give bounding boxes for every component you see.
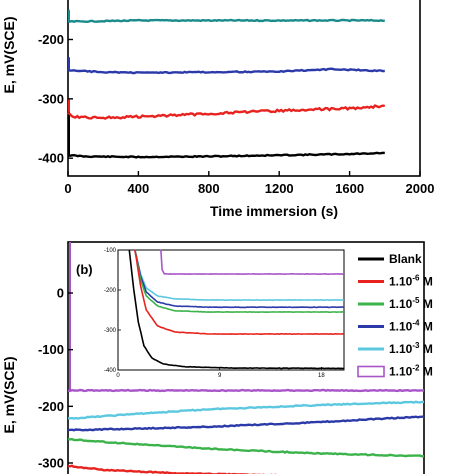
inset-x-tick-label: 0 [116,373,120,379]
inset-x-tick-label: 9 [218,373,222,379]
panel-a-series-4 [67,18,386,24]
panel-a-y-tick-label: -200 [38,32,64,47]
inset-y-tick-label: -400 [104,368,117,374]
panel-a-y-tick-label: -400 [38,151,64,166]
panel-b-legend: Blank 1.10-6 M 1.10-5 M 1.10-4 M 1.10-3 M 1.1… [357,252,433,379]
inset-series-5 [134,249,345,336]
panel-b-y-tick-label: 0 [57,286,64,301]
inset-series-1 [160,249,345,276]
legend-entry: 1.10-4 M [389,319,433,334]
panel-a-x-axis-title: Time immersion (s) [210,203,338,219]
panel-b-label: (b) [76,262,93,277]
panel-b: 0 -100 -200 -300 E, mV(SCE) (b) -100 -200 -30… [1,241,433,474]
panel-a-x-tick-label: 0 [64,181,71,196]
inset-y-tick-label: -200 [104,288,117,294]
legend-entry: 1.10-5 M [389,296,433,311]
legend-entry: 1.10-2 M [389,364,433,379]
inset-series-3 [134,249,345,309]
inset-x-tick-label: 18 [318,373,325,379]
panel-a-x-tick-label: 1600 [335,181,364,196]
panel-b-series-5 [67,464,298,474]
panel-a-series-2 [67,104,386,120]
panel-a-series-1 [67,151,385,159]
legend-entry: 1.10-6 M [389,274,433,289]
panel-a-y-tick-label: -300 [38,91,64,106]
inset-series-4 [134,249,345,314]
panel-b-series-1 [67,388,425,393]
legend-swatch [357,365,385,378]
panel-b-series-4 [67,437,425,458]
legend-entry: Blank [389,252,422,266]
panel-a-x-tick-label: 1200 [265,181,294,196]
panel-b-inset: -100 -200 -300 -400 0 9 18 [104,248,345,379]
panel-b-series-2 [68,400,425,420]
panel-b-plot-frame [67,241,425,474]
panel-a-y-axis-title: E, mV(SCE) [1,16,17,93]
legend-entry: 1.10-3 M [389,341,433,356]
panel-b-y-tick-label: -300 [38,456,64,471]
panel-a-x-tick-label: 2000 [406,181,435,196]
panel-b-y-tick-label: -200 [38,399,64,414]
panel-a-series-3 [67,67,385,75]
inset-series-6 [128,250,345,370]
inset-series-2 [134,249,345,302]
panel-b-series-3 [68,415,425,432]
inset-y-tick-label: -100 [104,248,117,254]
panel-a-plot-frame [67,0,421,177]
panel-a-x-tick-label: 400 [128,181,150,196]
inset-y-tick-label: -300 [104,328,117,334]
panel-a-x-tick-label: 800 [198,181,220,196]
inset-plot-frame [117,249,345,371]
panel-b-y-tick-label: -100 [38,342,64,357]
panel-b-y-axis-title: E, mV(SCE) [1,356,17,433]
panel-a: -400 -300 -200 0 400 800 1200 1600 2000 Time im… [1,0,434,219]
